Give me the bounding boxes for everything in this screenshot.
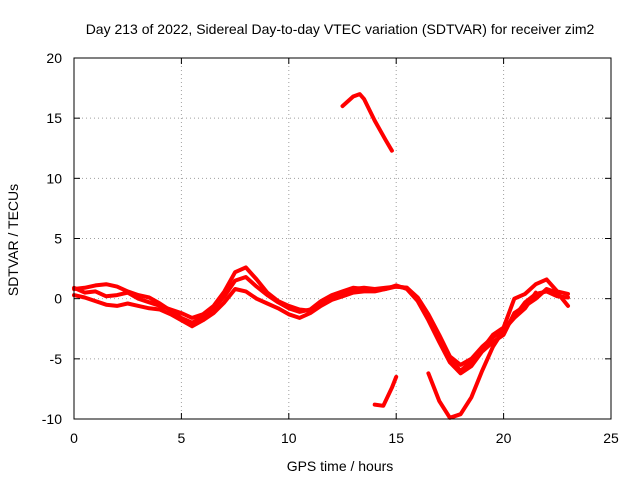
chart-title: Day 213 of 2022, Sidereal Day-to-day VTE… (86, 21, 595, 37)
y-axis-label: SDTVAR / TECUs (5, 184, 21, 296)
series-layer (72, 92, 570, 420)
x-tick-label: 15 (388, 430, 404, 446)
y-tick-label: -5 (50, 351, 63, 367)
y-tick-label: -10 (42, 411, 62, 427)
y-tick-label: 20 (46, 50, 62, 66)
series-line-trace-5 (372, 374, 399, 408)
series-line-trace-1 (72, 275, 570, 367)
y-tick-label: 15 (46, 110, 62, 126)
y-tick-label: 0 (54, 291, 62, 307)
x-tick-label: 20 (496, 430, 512, 446)
x-axis-label: GPS time / hours (287, 458, 394, 474)
y-tick-label: 10 (46, 170, 62, 186)
series-line-trace-3 (72, 265, 570, 373)
y-tick-label: 5 (54, 231, 62, 247)
grid (74, 58, 611, 419)
series-line-trace-6 (426, 290, 538, 420)
x-tick-label: 5 (178, 430, 186, 446)
series-line-trace-4 (340, 92, 394, 153)
x-tick-label: 25 (603, 430, 619, 446)
x-tick-label: 10 (281, 430, 297, 446)
x-tick-label: 0 (70, 430, 78, 446)
ticks: 0 5 10 15 20 25 -10 -5 0 5 10 15 20 (42, 50, 619, 446)
